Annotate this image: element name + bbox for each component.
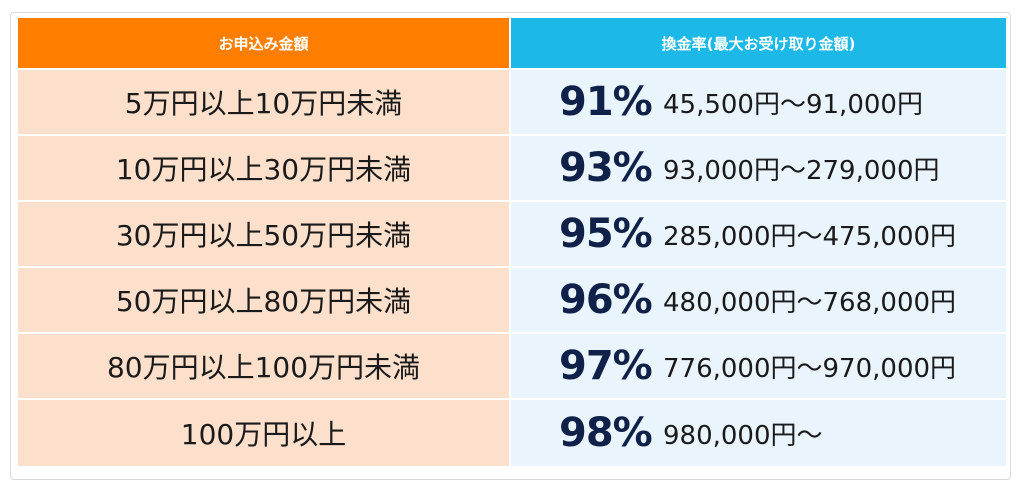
payout-range: 285,000円〜475,000円 xyxy=(663,221,957,252)
rate-cell: 96% 480,000円〜768,000円 xyxy=(511,268,1006,334)
table-header-row: お申込み金額 換金率(最大お受け取り金額) xyxy=(18,18,1006,70)
rate-cell: 91% 45,500円〜91,000円 xyxy=(511,70,1006,136)
payout-range: 93,000円〜279,000円 xyxy=(663,155,940,186)
header-application-amount: お申込み金額 xyxy=(18,18,511,70)
rate-percent: 93% xyxy=(559,145,653,191)
table-row: 50万円以上80万円未満 96% 480,000円〜768,000円 xyxy=(18,268,1006,334)
table-row: 5万円以上10万円未満 91% 45,500円〜91,000円 xyxy=(18,70,1006,136)
payout-range: 480,000円〜768,000円 xyxy=(663,287,957,318)
rate-percent: 95% xyxy=(559,211,653,257)
table-row: 10万円以上30万円未満 93% 93,000円〜279,000円 xyxy=(18,136,1006,202)
amount-cell: 50万円以上80万円未満 xyxy=(18,268,511,334)
table-row: 30万円以上50万円未満 95% 285,000円〜475,000円 xyxy=(18,202,1006,268)
amount-cell: 30万円以上50万円未満 xyxy=(18,202,511,268)
rate-cell: 95% 285,000円〜475,000円 xyxy=(511,202,1006,268)
amount-cell: 10万円以上30万円未満 xyxy=(18,136,511,202)
rate-percent: 98% xyxy=(559,410,653,456)
payout-range: 776,000円〜970,000円 xyxy=(663,353,957,384)
rate-cell: 97% 776,000円〜970,000円 xyxy=(511,334,1006,400)
rate-percent: 96% xyxy=(559,277,653,323)
amount-cell: 5万円以上10万円未満 xyxy=(18,70,511,136)
rate-cell: 93% 93,000円〜279,000円 xyxy=(511,136,1006,202)
rate-percent: 97% xyxy=(559,343,653,389)
amount-cell: 100万円以上 xyxy=(18,400,511,466)
payout-range: 980,000円〜 xyxy=(663,420,823,451)
header-exchange-rate: 換金率(最大お受け取り金額) xyxy=(511,18,1006,70)
amount-cell: 80万円以上100万円未満 xyxy=(18,334,511,400)
exchange-rate-table: お申込み金額 換金率(最大お受け取り金額) 5万円以上10万円未満 91% 45… xyxy=(18,18,1006,466)
table-row: 80万円以上100万円未満 97% 776,000円〜970,000円 xyxy=(18,334,1006,400)
rate-percent: 91% xyxy=(559,79,653,125)
table-row: 100万円以上 98% 980,000円〜 xyxy=(18,400,1006,466)
rate-cell: 98% 980,000円〜 xyxy=(511,400,1006,466)
payout-range: 45,500円〜91,000円 xyxy=(663,89,923,120)
